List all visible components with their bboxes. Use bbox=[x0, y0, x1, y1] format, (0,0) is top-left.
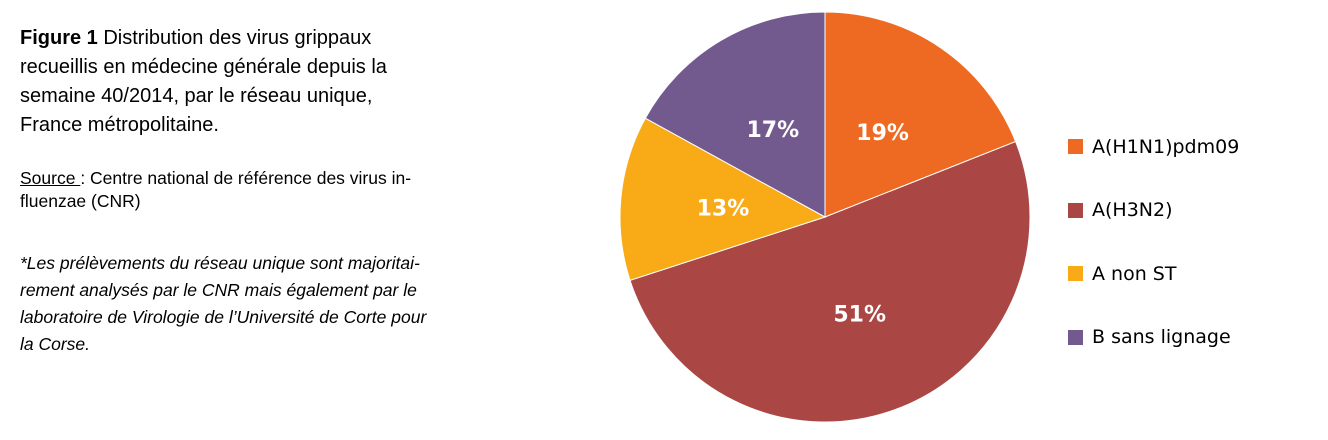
pie-slice-a-non-st bbox=[619, 117, 827, 281]
pie-slice-b-sans-lignage bbox=[644, 11, 826, 218]
legend-item: A non ST bbox=[1068, 242, 1239, 306]
figure-caption: Figure 1 Distribution des virus grippaux… bbox=[20, 24, 600, 140]
caption-line: France métropolitaine. bbox=[20, 114, 219, 136]
note-line: la Corse. bbox=[20, 334, 91, 354]
source-text: Source : Centre national de référence de… bbox=[20, 167, 600, 213]
data-label: 51% bbox=[833, 302, 886, 327]
note-line: *Les prélèvements du réseau unique sont … bbox=[20, 253, 420, 273]
legend-item: B sans lignage bbox=[1068, 306, 1239, 370]
data-label: 13% bbox=[697, 196, 750, 221]
source-line: : Centre national de référence des virus… bbox=[80, 168, 412, 188]
legend: A(H1N1)pdm09 A(H3N2) A non ST B sans lignag… bbox=[1068, 115, 1239, 369]
legend-swatch bbox=[1068, 266, 1083, 282]
data-label: 17% bbox=[746, 118, 799, 143]
legend-swatch bbox=[1068, 329, 1083, 345]
source-label: Source bbox=[20, 168, 81, 188]
pie-slice-a-h1n1-pdm09 bbox=[824, 11, 1017, 218]
legend-label: B sans lignage bbox=[1092, 326, 1231, 349]
legend-swatch bbox=[1068, 139, 1083, 155]
pie-slice-a-h3n2- bbox=[629, 140, 1031, 423]
note-line: laboratoire de Virologie de l’Université… bbox=[20, 307, 427, 327]
caption-line: Distribution des virus grippaux bbox=[97, 27, 372, 49]
data-label: 19% bbox=[856, 121, 909, 146]
legend-swatch bbox=[1068, 202, 1083, 218]
legend-label: A non ST bbox=[1092, 262, 1177, 285]
caption-line: semaine 40/2014, par le réseau unique, bbox=[20, 85, 373, 107]
footnote: *Les prélèvements du réseau unique sont … bbox=[20, 250, 600, 358]
caption-line: recueillis en médecine générale depuis l… bbox=[20, 56, 387, 78]
source-line: fluenzae (CNR) bbox=[20, 191, 141, 211]
legend-item: A(H3N2) bbox=[1068, 179, 1239, 243]
legend-label: A(H3N2) bbox=[1092, 199, 1173, 222]
legend-item: A(H1N1)pdm09 bbox=[1068, 115, 1239, 179]
note-line: rement analysés par le CNR mais égalemen… bbox=[20, 280, 417, 300]
figure-label: Figure 1 bbox=[20, 27, 98, 49]
legend-label: A(H1N1)pdm09 bbox=[1092, 135, 1240, 158]
